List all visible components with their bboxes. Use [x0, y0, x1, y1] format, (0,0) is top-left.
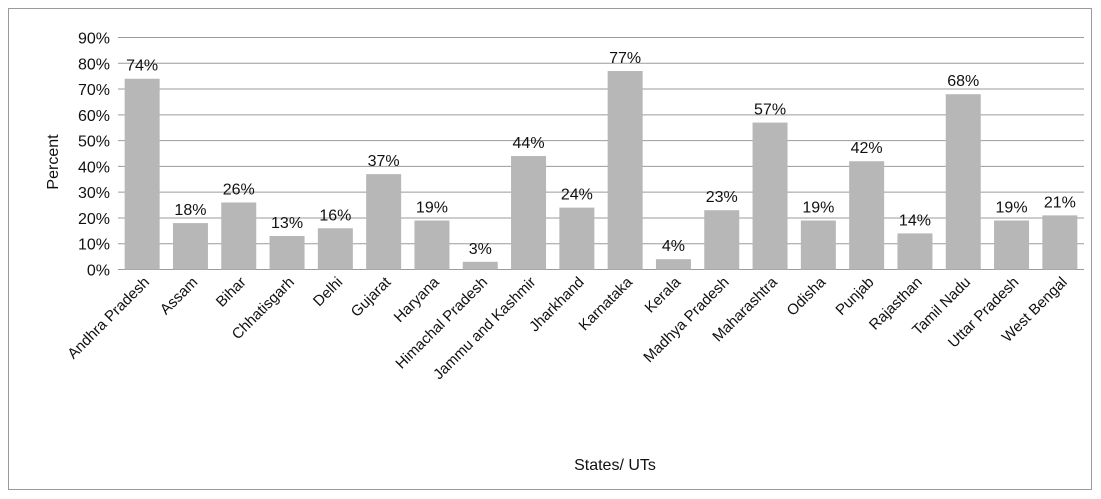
bar: [897, 233, 933, 270]
x-tick-label: Bihar: [213, 274, 250, 311]
data-label: 19%: [802, 200, 834, 217]
data-label: 77%: [609, 50, 641, 67]
x-tick-label: Himachal Pradesh: [392, 274, 491, 373]
y-tick-label: 70%: [78, 82, 110, 99]
bar: [172, 223, 208, 270]
y-tick-label: 20%: [78, 211, 110, 228]
x-tick-label: Assam: [157, 274, 201, 318]
x-tick-label: Andhra Pradesh: [64, 274, 153, 363]
data-label: 19%: [416, 200, 448, 217]
x-tick-label: Kerala: [642, 273, 685, 316]
y-tick-label: 80%: [78, 56, 110, 73]
bar: [462, 261, 498, 270]
bar: [849, 161, 885, 270]
data-label: 14%: [899, 212, 931, 229]
bar: [317, 228, 353, 270]
bar: [221, 202, 257, 270]
bar: [366, 174, 402, 270]
data-labels: 74% 18% 26% 13% 16% 37% 19% 3% 44% 24% 77% 4% 23% 57%…: [126, 50, 1076, 258]
bar: [994, 220, 1030, 270]
data-label: 26%: [223, 181, 255, 198]
data-label: 37%: [368, 153, 400, 170]
bar: [1042, 215, 1078, 270]
bar: [704, 210, 740, 270]
y-axis-ticks: 0% 10% 20% 30% 40% 50% 60% 70% 80% 90%: [78, 31, 110, 280]
data-label: 19%: [996, 200, 1028, 217]
gridlines: [118, 37, 1084, 270]
bar: [752, 122, 788, 270]
y-axis-title: Percent: [45, 134, 62, 190]
bar: [607, 71, 643, 270]
y-tick-label: 60%: [78, 108, 110, 125]
bar: [800, 220, 836, 270]
data-label: 3%: [469, 241, 492, 258]
bar: [511, 156, 547, 270]
data-label: 23%: [706, 189, 738, 206]
x-tick-label: Punjab: [832, 274, 877, 319]
x-axis-title: States/ UTs: [574, 457, 656, 474]
data-label: 44%: [513, 135, 545, 152]
x-tick-label: Madhya Pradesh: [640, 274, 732, 366]
data-label: 16%: [319, 207, 351, 224]
y-tick-label: 30%: [78, 185, 110, 202]
y-tick-label: 50%: [78, 134, 110, 151]
data-label: 68%: [947, 73, 979, 90]
x-tick-label: Gujarat: [348, 273, 395, 320]
data-label: 24%: [561, 187, 593, 204]
data-label: 13%: [271, 215, 303, 232]
data-label: 4%: [662, 238, 685, 255]
data-label: 21%: [1044, 194, 1076, 211]
y-tick-label: 10%: [78, 237, 110, 254]
bars: [124, 71, 1078, 270]
x-tick-label: Karnataka: [576, 273, 637, 334]
x-tick-label: Odisha: [784, 273, 830, 319]
y-tick-label: 90%: [78, 31, 110, 48]
bar: [269, 235, 305, 270]
y-tick-label: 40%: [78, 159, 110, 176]
data-label: 42%: [851, 140, 883, 157]
bar: [945, 94, 981, 270]
bar: [559, 207, 595, 270]
data-label: 74%: [126, 58, 158, 75]
bar: [414, 220, 450, 270]
data-label: 18%: [174, 202, 206, 219]
bar: [655, 259, 691, 270]
bar: [124, 78, 160, 270]
y-tick-label: 0%: [87, 263, 110, 280]
data-label: 57%: [754, 102, 786, 119]
x-tick-label: Delhi: [310, 274, 346, 310]
